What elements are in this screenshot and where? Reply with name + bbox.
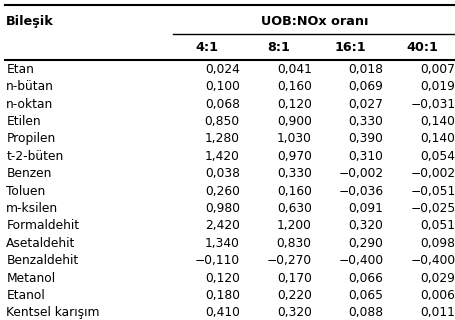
Text: −0,400: −0,400 — [339, 254, 384, 267]
Text: 1,420: 1,420 — [205, 150, 240, 163]
Text: −0,400: −0,400 — [410, 254, 455, 267]
Text: 0,091: 0,091 — [349, 202, 384, 215]
Text: 0,088: 0,088 — [349, 306, 384, 319]
Text: 0,006: 0,006 — [420, 289, 455, 302]
Text: 0,410: 0,410 — [205, 306, 240, 319]
Text: Etanol: Etanol — [6, 289, 45, 302]
Text: 0,330: 0,330 — [277, 167, 312, 180]
Text: 1,030: 1,030 — [277, 132, 312, 146]
Text: −0,110: −0,110 — [195, 254, 240, 267]
Text: n-bütan: n-bütan — [6, 80, 54, 93]
Text: 8:1: 8:1 — [267, 41, 290, 53]
Text: 0,029: 0,029 — [420, 272, 455, 284]
Text: 40:1: 40:1 — [406, 41, 438, 53]
Text: 0,290: 0,290 — [349, 237, 384, 250]
Text: 0,980: 0,980 — [205, 202, 240, 215]
Text: 0,065: 0,065 — [349, 289, 384, 302]
Text: 1,200: 1,200 — [277, 220, 312, 232]
Text: 0,011: 0,011 — [420, 306, 455, 319]
Text: 0,160: 0,160 — [277, 80, 312, 93]
Text: 0,068: 0,068 — [205, 98, 240, 111]
Text: m-ksilen: m-ksilen — [6, 202, 59, 215]
Text: n-oktan: n-oktan — [6, 98, 54, 111]
Text: 0,019: 0,019 — [420, 80, 455, 93]
Text: 1,340: 1,340 — [205, 237, 240, 250]
Text: 0,320: 0,320 — [349, 220, 384, 232]
Text: Toluen: Toluen — [6, 185, 46, 198]
Text: 0,140: 0,140 — [420, 115, 455, 128]
Text: Etan: Etan — [6, 63, 34, 76]
Text: −0,036: −0,036 — [339, 185, 384, 198]
Text: 0,140: 0,140 — [420, 132, 455, 146]
Text: 0,100: 0,100 — [205, 80, 240, 93]
Text: 0,160: 0,160 — [277, 185, 312, 198]
Text: 0,180: 0,180 — [205, 289, 240, 302]
Text: 1,280: 1,280 — [205, 132, 240, 146]
Text: −0,025: −0,025 — [410, 202, 455, 215]
Text: 0,260: 0,260 — [205, 185, 240, 198]
Text: 0,007: 0,007 — [420, 63, 455, 76]
Text: 4:1: 4:1 — [195, 41, 218, 53]
Text: 0,051: 0,051 — [420, 220, 455, 232]
Text: 0,018: 0,018 — [349, 63, 384, 76]
Text: 0,098: 0,098 — [420, 237, 455, 250]
Text: 0,069: 0,069 — [349, 80, 384, 93]
Text: UOB:NOx oranı: UOB:NOx oranı — [261, 15, 368, 28]
Text: 16:1: 16:1 — [334, 41, 366, 53]
Text: 0,054: 0,054 — [420, 150, 455, 163]
Text: 0,320: 0,320 — [277, 306, 312, 319]
Text: −0,270: −0,270 — [267, 254, 312, 267]
Text: 0,170: 0,170 — [277, 272, 312, 284]
Text: 0,850: 0,850 — [205, 115, 240, 128]
Text: 0,830: 0,830 — [277, 237, 312, 250]
Text: 0,066: 0,066 — [349, 272, 384, 284]
Text: 0,027: 0,027 — [349, 98, 384, 111]
Text: 0,120: 0,120 — [205, 272, 240, 284]
Text: Benzaldehit: Benzaldehit — [6, 254, 79, 267]
Text: 0,900: 0,900 — [277, 115, 312, 128]
Text: −0,031: −0,031 — [410, 98, 455, 111]
Text: 0,970: 0,970 — [277, 150, 312, 163]
Text: Asetaldehit: Asetaldehit — [6, 237, 76, 250]
Text: 2,420: 2,420 — [205, 220, 240, 232]
Text: 0,120: 0,120 — [277, 98, 312, 111]
Text: 0,038: 0,038 — [205, 167, 240, 180]
Text: Metanol: Metanol — [6, 272, 56, 284]
Text: Benzen: Benzen — [6, 167, 52, 180]
Text: t-2-büten: t-2-büten — [6, 150, 64, 163]
Text: 0,330: 0,330 — [349, 115, 384, 128]
Text: Formaldehit: Formaldehit — [6, 220, 80, 232]
Text: 0,041: 0,041 — [277, 63, 312, 76]
Text: Bileşik: Bileşik — [6, 15, 54, 28]
Text: Propilen: Propilen — [6, 132, 56, 146]
Text: −0,002: −0,002 — [410, 167, 455, 180]
Text: Etilen: Etilen — [6, 115, 41, 128]
Text: 0,024: 0,024 — [205, 63, 240, 76]
Text: 0,220: 0,220 — [277, 289, 312, 302]
Text: −0,002: −0,002 — [339, 167, 384, 180]
Text: −0,051: −0,051 — [410, 185, 455, 198]
Text: Kentsel karışım: Kentsel karışım — [6, 306, 100, 319]
Text: 0,310: 0,310 — [349, 150, 384, 163]
Text: 0,390: 0,390 — [349, 132, 384, 146]
Text: 0,630: 0,630 — [277, 202, 312, 215]
